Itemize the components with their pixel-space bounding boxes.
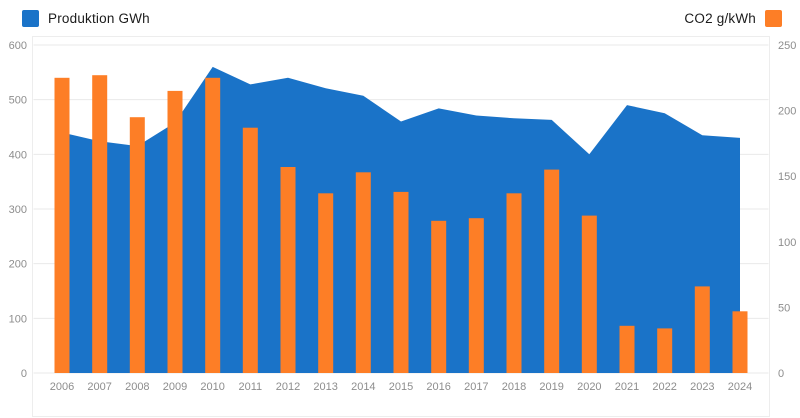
co2-bar-2012 [280, 167, 296, 373]
co2-legend-swatch [765, 9, 782, 27]
x-axis-year-label: 2019 [539, 381, 563, 393]
left-axis-tick-label: 600 [9, 40, 27, 52]
co2-bar-2011 [242, 127, 258, 373]
co2-bar-2019 [544, 169, 560, 373]
x-axis-year-label: 2013 [313, 381, 337, 393]
legend-item-production[interactable]: Produktion GWh [22, 8, 150, 28]
right-axis-tick-label: 0 [778, 368, 784, 380]
x-axis-year-label: 2014 [351, 381, 375, 393]
co2-bar-2008 [129, 117, 145, 373]
x-axis-year-label: 2016 [426, 381, 450, 393]
co2-bar-2015 [393, 191, 409, 373]
co2-bar-2020 [581, 215, 597, 373]
left-axis-tick-label: 200 [9, 259, 27, 271]
co2-bar-2022 [657, 328, 673, 373]
x-axis-year-label: 2020 [577, 381, 601, 393]
x-axis-year-label: 2007 [87, 381, 111, 393]
co2-bar-2023 [694, 286, 710, 373]
x-axis-year-label: 2011 [239, 381, 263, 393]
right-axis-tick-label: 50 [778, 302, 790, 314]
plot-border [32, 36, 770, 417]
production-legend-swatch [22, 9, 39, 27]
right-axis-tick-label: 200 [778, 106, 796, 118]
co2-bar-2010 [205, 77, 221, 374]
right-axis-tick-label: 250 [778, 40, 796, 52]
left-axis-tick-label: 300 [9, 204, 27, 216]
chart-legend: Produktion GWh CO2 g/kWh [0, 8, 800, 32]
co2-bar-2016 [431, 220, 447, 373]
left-axis-tick-label: 500 [9, 95, 27, 107]
x-axis-year-label: 2024 [728, 381, 752, 393]
x-axis-year-label: 2023 [690, 381, 714, 393]
x-axis-year-label: 2021 [615, 381, 639, 393]
x-axis-year-label: 2022 [652, 381, 676, 393]
co2-legend-label: CO2 g/kWh [684, 10, 756, 26]
co2-bar-2007 [92, 75, 108, 373]
x-axis-year-label: 2010 [200, 381, 224, 393]
co2-bar-2009 [167, 90, 183, 374]
co2-bar-2021 [619, 325, 635, 373]
co2-bar-2024 [732, 311, 748, 373]
production-legend-label: Produktion GWh [48, 10, 150, 26]
co2-bar-2014 [355, 172, 371, 373]
right-axis-tick-label: 150 [778, 171, 796, 183]
co2-bar-2017 [468, 218, 484, 373]
left-axis-tick-label: 0 [21, 368, 27, 380]
x-axis-year-label: 2012 [276, 381, 300, 393]
x-axis-year-label: 2018 [502, 381, 526, 393]
legend-item-co2[interactable]: CO2 g/kWh [684, 8, 782, 28]
co2-bar-2006 [54, 77, 70, 374]
x-axis-year-label: 2017 [464, 381, 488, 393]
left-axis-tick-label: 100 [9, 313, 27, 325]
x-axis-year-label: 2008 [125, 381, 149, 393]
left-axis-tick-label: 400 [9, 149, 27, 161]
co2-bar-2018 [506, 193, 522, 373]
x-axis-year-label: 2009 [163, 381, 187, 393]
x-axis-year-label: 2006 [50, 381, 74, 393]
x-axis-year-label: 2015 [389, 381, 413, 393]
right-axis-tick-label: 100 [778, 237, 796, 249]
co2-bar-2013 [318, 193, 334, 373]
